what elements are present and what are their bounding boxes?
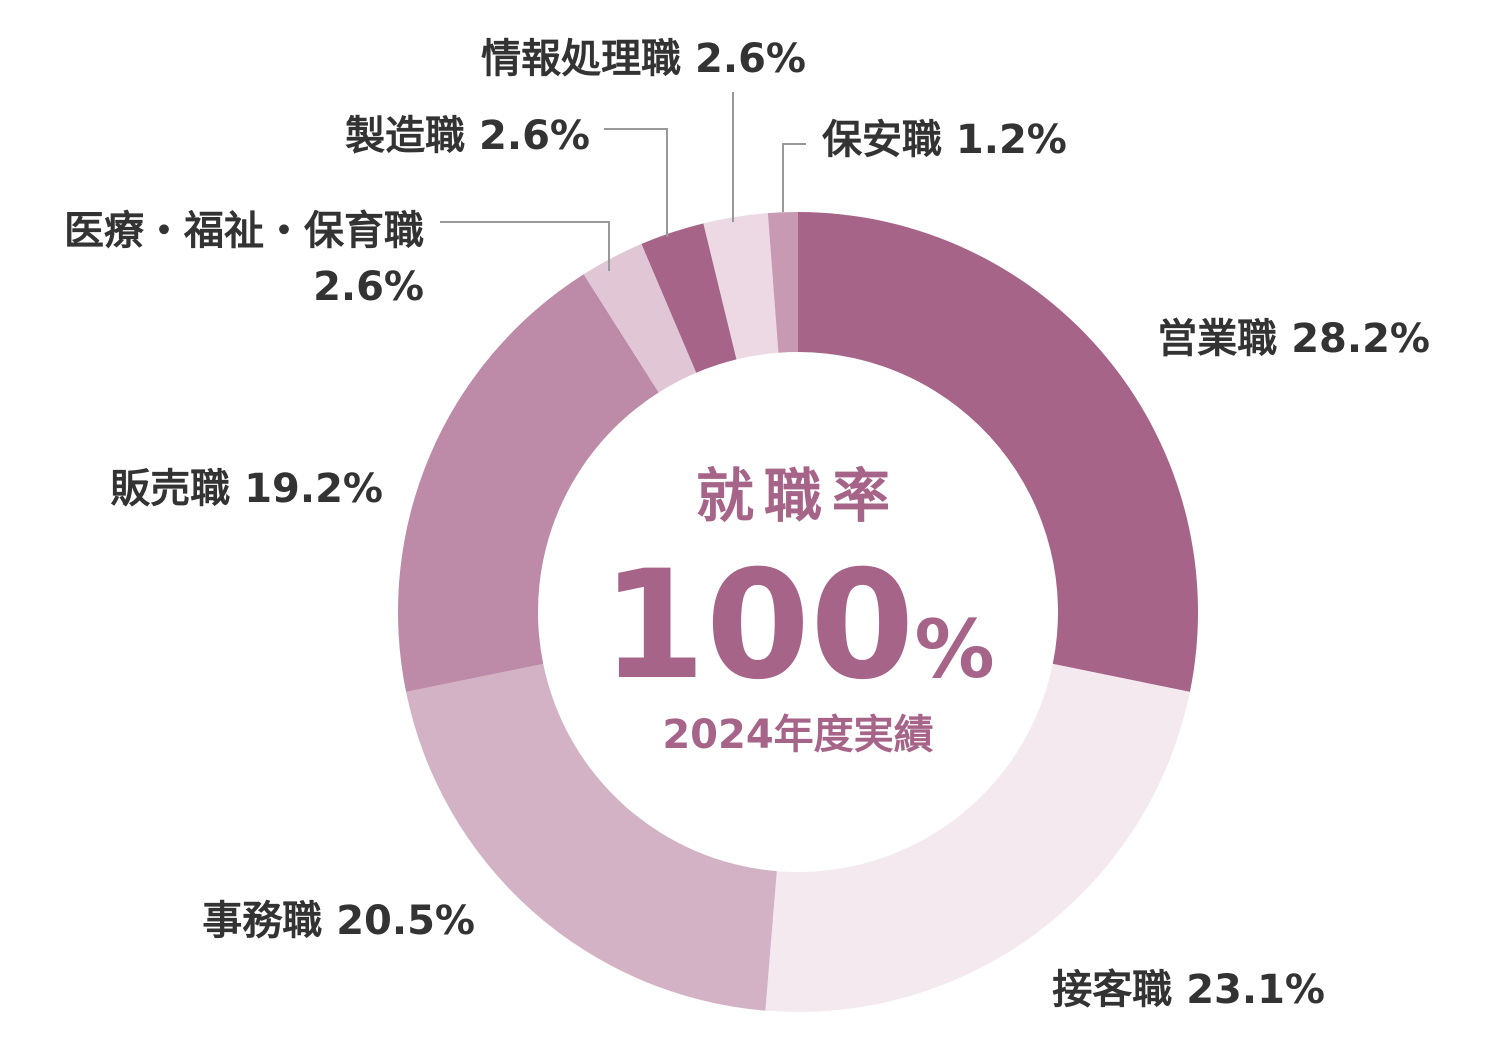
- center-subtitle: 2024年度実績: [662, 712, 933, 758]
- slice-label-5: 医療・福祉・保育職: [64, 208, 424, 254]
- slice-label-5-value: 2.6%: [313, 264, 424, 310]
- slice-7: [703, 213, 779, 360]
- slice-3: [406, 663, 777, 1011]
- center-unit: %: [914, 603, 994, 696]
- slice-label-1: 営業職 28.2%: [1157, 316, 1430, 362]
- slice-5: [583, 243, 697, 393]
- slice-label-4: 販売職 19.2%: [110, 466, 383, 512]
- center-title: 就職率: [696, 462, 900, 530]
- slice-labels: 営業職 28.2% 接客職 23.1% 事務職 20.5% 販売職 19.2% 医療・福…: [64, 36, 1430, 1013]
- center-block: 就職率 100% 2024年度実績: [601, 462, 994, 758]
- leader-line-5: [440, 221, 610, 271]
- center-value-group: 100%: [601, 539, 994, 713]
- slice-label-6: 製造職 2.6%: [345, 113, 590, 159]
- slice-label-2: 接客職 23.1%: [1052, 967, 1325, 1013]
- leader-line-6: [604, 128, 668, 237]
- leader-lines: [440, 92, 806, 271]
- slice-2: [765, 663, 1190, 1012]
- slice-4: [398, 274, 659, 692]
- leader-line-8: [782, 143, 806, 212]
- slice-6: [641, 223, 737, 373]
- slice-label-3: 事務職 20.5%: [202, 898, 475, 944]
- slice-label-8: 保安職 1.2%: [822, 117, 1067, 163]
- slice-1: [798, 212, 1198, 692]
- donut-slices: [398, 212, 1198, 1012]
- center-value: 100: [601, 539, 914, 713]
- slice-8: [767, 212, 798, 353]
- slice-label-7: 情報処理職 2.6%: [481, 36, 806, 82]
